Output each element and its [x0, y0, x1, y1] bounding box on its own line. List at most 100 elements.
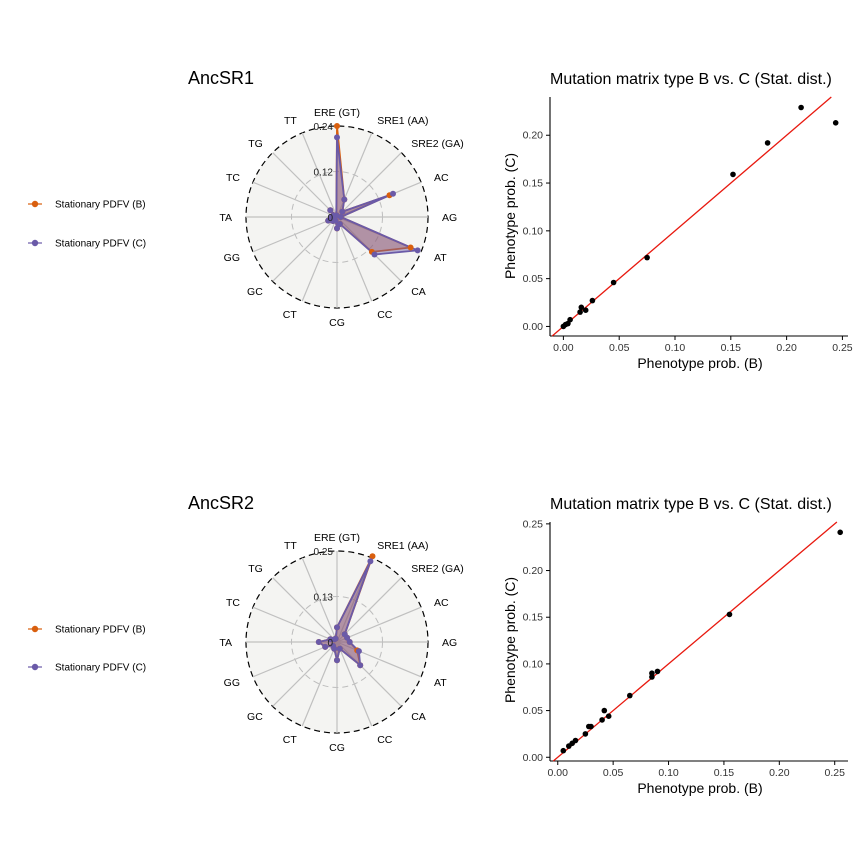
- radar-axis-label: GC: [247, 711, 263, 723]
- radar-axis-label: CT: [283, 309, 298, 321]
- scatter-point: [726, 611, 733, 618]
- radar-spoke: [336, 641, 422, 678]
- scatter-y-tick-label: 0.15: [523, 178, 544, 190]
- radar-spoke: [252, 606, 338, 643]
- radar-axis-label: SRE1 (AA): [377, 540, 428, 552]
- radar-axis-label: SRE2 (GA): [411, 563, 464, 575]
- scatter-y-tick-label: 0.25: [523, 518, 544, 530]
- scatter-point: [649, 670, 655, 676]
- radar-point-1: [390, 190, 396, 197]
- radar-spoke: [301, 132, 338, 218]
- scatter-y-tick-label: 0.00: [523, 752, 544, 764]
- legend-top: Stationary PDFV (B) Stationary PDFV (C): [28, 200, 146, 250]
- radar-radial-tick: 0: [327, 638, 333, 649]
- radar-chart-ancsr1: 0 0.12 0.24 ERE (GT) SRE1 (AA) SRE2 (GA) AC AG A…: [219, 107, 463, 329]
- radar-point-1: [357, 662, 364, 669]
- radar-spoke: [272, 577, 338, 643]
- scatter-point: [837, 529, 843, 536]
- legend-entry-b: Stationary PDFV (B): [28, 200, 146, 211]
- radar-axis-label: TC: [226, 172, 240, 184]
- radar-axis-label: ERE (GT): [314, 107, 360, 119]
- scatter-y-tick-label: 0.10: [523, 658, 544, 670]
- radar-axis-label: TT: [284, 540, 297, 552]
- radar-axis-label: SRE1 (AA): [377, 115, 428, 127]
- radar-axis-label: CA: [411, 286, 426, 298]
- scatter-point: [832, 120, 839, 126]
- radar-point-1: [327, 207, 334, 214]
- radar-point-1: [339, 208, 346, 215]
- scatter-x-tick-label: 0.15: [714, 767, 735, 779]
- radar-radial-tick: 0.12: [314, 168, 334, 179]
- scatter-chart-top: 0.00 0.05 0.10 0.15 0.20 0.25 0.00 0.05 0.10 0.15…: [523, 96, 853, 354]
- radar-point-1: [334, 134, 340, 141]
- radar-point-1: [371, 251, 378, 258]
- radar-point-1: [414, 247, 421, 254]
- legend-marker-c: [31, 239, 39, 247]
- scatter-y-tick-label: 0.00: [523, 321, 544, 333]
- radar-point-1: [334, 624, 340, 631]
- scatter-point: [601, 707, 608, 714]
- radar-spoke: [336, 132, 373, 218]
- scatter-title-bottom: Mutation matrix type B vs. C (Stat. dist…: [550, 496, 832, 513]
- radar-spoke: [252, 216, 338, 253]
- scatter-point: [589, 297, 596, 304]
- scatter-reference-line: [552, 521, 838, 762]
- legend-entry-c-2: Stationary PDFV (C): [28, 663, 146, 674]
- radar-title-ancsr2: AncSR2: [188, 493, 254, 513]
- radar-point-1: [322, 643, 329, 650]
- radar-axis-label: TG: [248, 563, 263, 575]
- scatter-point: [730, 171, 736, 178]
- legend-entry-b-2: Stationary PDFV (B): [28, 625, 146, 636]
- legend-label-c: Stationary PDFV (C): [55, 239, 146, 250]
- scatter-y-tick-label: 0.20: [523, 130, 544, 142]
- scatter-ylabel-top: Phenotype prob. (C): [502, 153, 518, 279]
- scatter-reference-line: [551, 96, 832, 337]
- radar-axis-label: SRE2 (GA): [411, 138, 464, 150]
- radar-point-0: [407, 244, 414, 251]
- radar-axis-label: TT: [284, 115, 297, 127]
- radar-point-1: [346, 639, 353, 645]
- radar-point-1: [334, 225, 340, 232]
- radar-spoke: [272, 152, 338, 218]
- radar-spoke: [272, 641, 338, 707]
- scatter-x-tick-label: 0.25: [824, 767, 845, 779]
- radar-axis-label: ERE (GT): [314, 532, 360, 544]
- legend-label-b-2: Stationary PDFV (B): [55, 625, 146, 636]
- scatter-point: [582, 731, 589, 737]
- radar-spoke: [301, 641, 338, 727]
- scatter-x-tick-label: 0.00: [553, 342, 574, 354]
- radar-axis-label: CG: [329, 742, 345, 754]
- scatter-x-tick-label: 0.00: [548, 767, 569, 779]
- radar-point-1: [355, 648, 362, 655]
- radar-point-1: [334, 657, 340, 664]
- radar-spoke: [336, 577, 402, 643]
- radar-axis-label: AT: [434, 252, 447, 264]
- legend-label-c-2: Stationary PDFV (C): [55, 663, 146, 674]
- radar-point-0: [334, 123, 340, 129]
- scatter-point: [654, 668, 661, 675]
- scatter-x-tick-label: 0.05: [609, 342, 630, 354]
- radar-spoke: [301, 216, 338, 302]
- scatter-point: [582, 307, 589, 314]
- scatter-point: [577, 309, 583, 315]
- scatter-y-tick-label: 0.05: [523, 705, 544, 717]
- radar-radial-tick: 0: [327, 213, 333, 224]
- radar-axis-label: TG: [248, 138, 263, 150]
- radar-axis-label: GC: [247, 286, 263, 298]
- radar-spoke: [301, 557, 338, 643]
- scatter-point: [627, 692, 633, 699]
- radar-spoke: [272, 216, 338, 282]
- legend-label-b: Stationary PDFV (B): [55, 200, 146, 211]
- radar-point-1: [332, 635, 339, 642]
- scatter-point: [644, 254, 650, 261]
- legend-marker-b-2: [31, 625, 39, 633]
- radar-axis-label: GG: [224, 677, 240, 689]
- radar-axis-label: TA: [219, 637, 232, 649]
- radar-axis-label: CG: [329, 317, 345, 329]
- radar-axis-label: AT: [434, 677, 447, 689]
- radar-axis-label: CC: [377, 734, 393, 746]
- radar-axis-label: CA: [411, 711, 426, 723]
- radar-point-1: [337, 214, 344, 220]
- radar-axis-label: CC: [377, 309, 393, 321]
